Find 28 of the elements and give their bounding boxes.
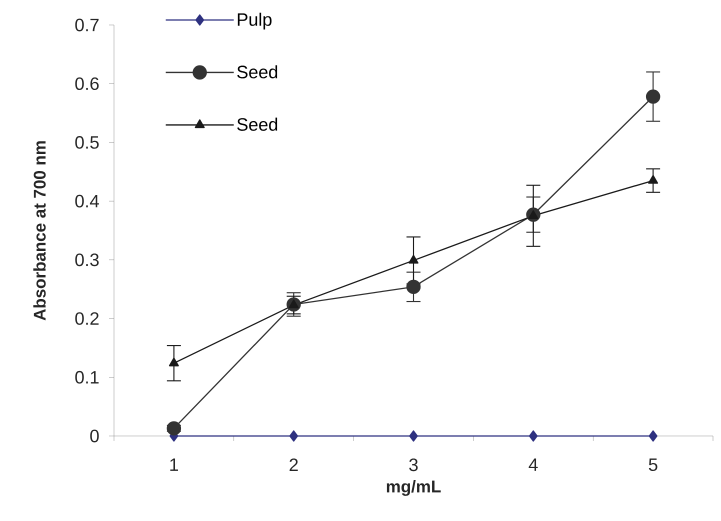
x-tick-label: 2 bbox=[290, 458, 298, 472]
point bbox=[289, 430, 298, 442]
y-tick-label: 0.3 bbox=[75, 253, 99, 266]
point bbox=[406, 280, 421, 294]
point bbox=[408, 254, 418, 264]
y-tick-label: 0 bbox=[90, 430, 99, 442]
point bbox=[168, 358, 179, 366]
y-tick-label: 0.4 bbox=[75, 194, 99, 208]
x-tick-label: 1 bbox=[170, 458, 178, 471]
point bbox=[648, 430, 658, 442]
point bbox=[409, 430, 418, 442]
legend-label: Seed bbox=[237, 65, 278, 78]
x-tick-label: 3 bbox=[409, 458, 418, 472]
point bbox=[646, 89, 660, 104]
point bbox=[166, 421, 182, 436]
y-tick-label: 0.7 bbox=[75, 18, 99, 32]
x-axis-title: mg/mL bbox=[386, 480, 441, 496]
y-tick-label: 0.1 bbox=[75, 370, 99, 384]
x-tick-label: 5 bbox=[648, 458, 658, 472]
y-axis-title: Absorbance at 700 nm bbox=[33, 141, 46, 320]
legend-label: Seed bbox=[237, 118, 278, 131]
x-tick-label: 4 bbox=[528, 458, 538, 471]
y-tick-label: 0.5 bbox=[75, 136, 99, 149]
point bbox=[648, 174, 658, 184]
point bbox=[528, 430, 538, 442]
y-tick-label: 0.6 bbox=[75, 77, 99, 90]
y-tick-label: 0.2 bbox=[75, 312, 99, 325]
legend-label: Pulp bbox=[238, 12, 272, 30]
